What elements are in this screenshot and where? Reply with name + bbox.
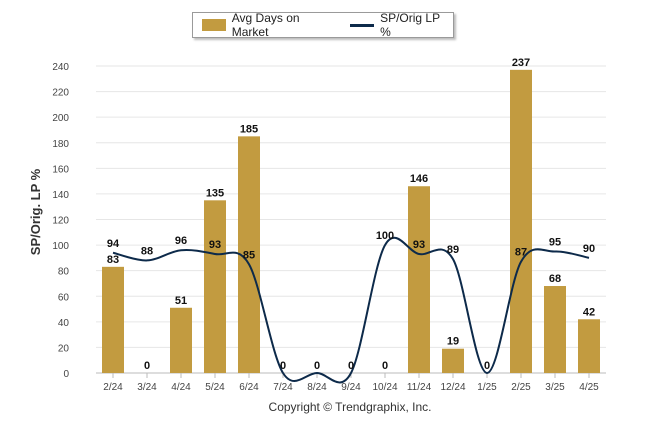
x-tick-label: 8/24 xyxy=(307,382,327,393)
line-data-label: 85 xyxy=(243,249,255,261)
bar[interactable] xyxy=(204,200,226,373)
bar-data-label: 19 xyxy=(447,336,459,348)
bar-data-label: 42 xyxy=(583,306,595,318)
legend-item-bar[interactable]: Avg Days on Market xyxy=(193,11,338,39)
line-data-label: 93 xyxy=(413,239,425,251)
y-tick-label: 160 xyxy=(52,164,69,175)
x-tick-label: 3/25 xyxy=(545,382,565,393)
bar-data-label: 146 xyxy=(410,173,428,185)
y-tick-label: 240 xyxy=(52,62,69,73)
y-tick-label: 60 xyxy=(58,292,70,303)
line-data-label: 89 xyxy=(447,244,459,256)
y-tick-label: 80 xyxy=(58,267,70,278)
line-data-label: 95 xyxy=(549,236,561,248)
bar-data-label: 185 xyxy=(240,123,258,135)
x-tick-label: 10/24 xyxy=(372,382,397,393)
x-tick-label: 5/24 xyxy=(205,382,225,393)
line-data-label: 100 xyxy=(376,230,394,242)
y-tick-label: 120 xyxy=(52,216,69,227)
bar-data-label: 0 xyxy=(144,360,150,372)
legend-line-label: SP/Orig LP % xyxy=(380,11,440,39)
bar-data-label: 68 xyxy=(549,273,561,285)
x-tick-label: 1/25 xyxy=(477,382,497,393)
bar-data-label: 83 xyxy=(107,254,119,266)
x-tick-label: 11/24 xyxy=(407,382,432,393)
bar-data-label: 0 xyxy=(314,360,320,372)
y-axis-ticks: 0 20 40 60 80 100 120 140 160 180 200 220 240 xyxy=(52,62,69,380)
legend-item-line[interactable]: SP/Orig LP % xyxy=(338,11,453,39)
line-series-sp-orig-lp xyxy=(112,236,590,384)
line-data-label: 87 xyxy=(515,247,527,259)
y-tick-label: 0 xyxy=(63,369,69,380)
bar[interactable] xyxy=(408,186,430,373)
y-tick-label: 20 xyxy=(58,343,70,354)
bar[interactable] xyxy=(442,348,464,373)
line-data-label: 96 xyxy=(175,235,187,247)
line-data-label: 94 xyxy=(107,238,120,250)
bar-data-label: 237 xyxy=(512,57,530,69)
x-tick-label: 2/25 xyxy=(511,382,531,393)
x-tick-label: 2/24 xyxy=(103,382,123,393)
y-tick-label: 220 xyxy=(52,88,69,99)
y-tick-label: 140 xyxy=(52,190,69,201)
x-tick-label: 7/24 xyxy=(273,382,293,393)
legend: Avg Days on Market SP/Orig LP % xyxy=(192,11,454,39)
copyright: Copyright © Trendgraphix, Inc. xyxy=(268,400,432,414)
bar-data-label: 0 xyxy=(484,360,490,372)
bar[interactable] xyxy=(170,307,192,373)
bar-data-label: 0 xyxy=(280,360,286,372)
x-tick-label: 9/24 xyxy=(341,382,361,393)
line-labels: 94 88 96 93 85 100 93 89 87 95 90 xyxy=(107,230,595,261)
y-tick-label: 100 xyxy=(52,241,69,252)
bar[interactable] xyxy=(544,286,566,373)
bar-labels: 83 0 51 135 185 0 0 0 0 146 19 0 237 68 42 xyxy=(107,57,595,372)
x-tick-label: 4/24 xyxy=(171,382,191,393)
bar-data-label: 0 xyxy=(382,360,388,372)
bar-data-label: 135 xyxy=(206,187,224,199)
legend-bar-swatch xyxy=(202,19,226,31)
x-tick-label: 6/24 xyxy=(239,382,259,393)
y-axis-label: SP/Orig. LP % xyxy=(28,168,43,255)
line-data-label: 90 xyxy=(583,243,595,255)
bar[interactable] xyxy=(102,266,124,373)
bar[interactable] xyxy=(578,319,600,373)
y-tick-label: 40 xyxy=(58,318,70,329)
legend-line-swatch xyxy=(350,23,375,27)
line-data-label: 93 xyxy=(209,239,221,251)
x-axis-ticks: 2/24 3/24 4/24 5/24 6/24 7/24 8/24 9/24 10/24 11/… xyxy=(103,373,599,393)
bar-data-label: 0 xyxy=(348,360,354,372)
bars xyxy=(102,69,600,374)
bar-data-label: 51 xyxy=(175,295,187,307)
bar[interactable] xyxy=(238,136,260,373)
y-tick-label: 200 xyxy=(52,113,69,124)
x-tick-label: 12/24 xyxy=(440,382,465,393)
bar[interactable] xyxy=(510,69,532,374)
line-data-label: 88 xyxy=(141,245,153,257)
x-tick-label: 4/25 xyxy=(579,382,599,393)
legend-bar-label: Avg Days on Market xyxy=(231,11,300,39)
y-tick-label: 180 xyxy=(52,139,69,150)
x-tick-label: 3/24 xyxy=(137,382,157,393)
